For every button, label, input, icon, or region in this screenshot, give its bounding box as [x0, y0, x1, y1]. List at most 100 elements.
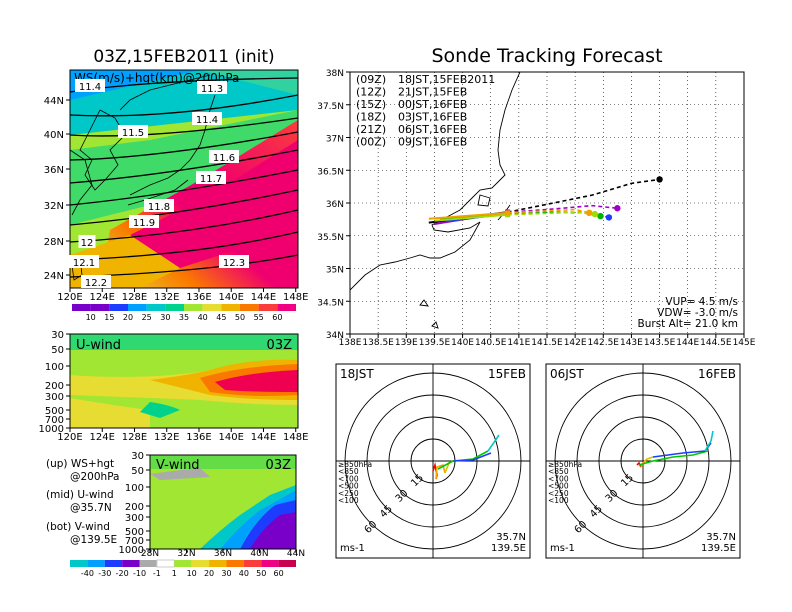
- lon-tick-label: 140.5E: [475, 338, 507, 348]
- lon-tick-label: 140E: [219, 292, 244, 303]
- hodo-date: 16FEB: [698, 367, 736, 381]
- landing-point: [597, 212, 604, 220]
- pressure-tick-label: 100: [125, 483, 144, 494]
- lon-tick-label: 139E: [395, 338, 418, 348]
- hodo-legend-item: <100: [338, 496, 359, 505]
- lon-tick-label: 140E: [451, 338, 474, 348]
- lat-tick-label: 34.5N: [317, 298, 344, 308]
- track-ascent-4: [434, 213, 508, 222]
- lat-tick-label: 40N: [250, 549, 268, 559]
- lat-tick-label: 44N: [44, 96, 64, 107]
- lon-tick-label: 143.5E: [644, 338, 676, 348]
- lat-tick-label: 24N: [44, 271, 64, 282]
- lon-tick-label: 141E: [507, 338, 530, 348]
- burst-point: [505, 210, 511, 216]
- hodo-lon: 139.5E: [701, 543, 736, 554]
- lat-tick-label: 34N: [326, 331, 344, 341]
- lon-tick-label: 144E: [251, 292, 276, 303]
- colorbar-label: 30: [221, 569, 231, 578]
- pressure-tick-label: 500: [125, 527, 144, 538]
- pressure-tick-label: 300: [125, 513, 144, 524]
- hodo-legend-item: <250: [548, 489, 569, 498]
- colorbar-swatch: [165, 304, 184, 311]
- colorbar-label: -1: [153, 569, 161, 578]
- track-descent-4: [507, 211, 595, 216]
- colorbar-swatch: [277, 304, 296, 311]
- lat-tick-label: 38N: [326, 69, 344, 79]
- landing-point: [605, 214, 613, 221]
- hodo-time: 06JST: [550, 367, 584, 381]
- lon-tick-label: 124E: [90, 292, 115, 303]
- hodograph-trace: [638, 450, 709, 466]
- contour-label: 11.5: [122, 128, 144, 139]
- track-lat-ticks: 38N 37.5N 37N 36.5N 36N 35.5N 35N 34.5N 34N: [317, 69, 350, 341]
- lon-tick-label: 142E: [564, 338, 587, 348]
- hodo-legend-item: <850: [548, 467, 569, 476]
- lat-tick-label: 35N: [326, 266, 344, 276]
- hodo-legend-item: <700: [338, 474, 359, 483]
- hodo-date: 15FEB: [488, 367, 526, 381]
- lat-tick-label: 37.5N: [317, 102, 344, 112]
- lat-tick-label: 32N: [177, 549, 195, 559]
- lon-tick-label: 144E: [676, 338, 699, 348]
- lat-tick-label: 28N: [44, 237, 64, 248]
- launch-code: (21Z): [356, 123, 386, 136]
- colorbar-swatch: [156, 559, 175, 568]
- hodo-legend-item: <100: [548, 496, 569, 505]
- lon-tick-label: 136E: [186, 292, 211, 303]
- pressure-tick-label: 700: [125, 536, 144, 547]
- colorbar-label: 30: [160, 313, 170, 322]
- track-param: Burst Alt= 21.0 km: [638, 318, 738, 330]
- colorbar-swatch: [202, 304, 222, 311]
- lon-tick-label: 143E: [620, 338, 643, 348]
- lon-tick-label: 144.5E: [700, 338, 732, 348]
- lat-tick-label: 40N: [44, 130, 64, 141]
- landing-point: [614, 205, 621, 212]
- lon-tick-label: 148E: [283, 432, 308, 443]
- v-wind-label: V-wind: [156, 458, 200, 473]
- hodo-legend-item: <500: [548, 482, 569, 491]
- colorbar-swatch: [72, 304, 91, 311]
- track-ascent-5: [428, 211, 508, 220]
- ws-lat-ticks: 44N 40N 36N 32N 28N 24N: [44, 96, 70, 282]
- track-descent-0: [507, 178, 660, 213]
- launch-time: 21JST,15FEB: [398, 86, 467, 99]
- lon-tick-label: 132E: [154, 432, 179, 443]
- hodo-legend-item: <500: [338, 482, 359, 491]
- colorbar-swatch: [104, 560, 123, 567]
- launch-time: 03JST,16FEB: [398, 111, 467, 124]
- track-lon-ticks: 138E 138.5E 139E 139.5E 140E 140.5E 141E 141.5E…: [339, 334, 756, 348]
- colorbar-label: -40: [81, 569, 94, 578]
- lon-tick-label: 138E: [339, 338, 362, 348]
- colorbar-label: 45: [216, 313, 226, 322]
- contour-label: 11.4: [79, 82, 101, 93]
- contour-label: 11.7: [200, 174, 222, 185]
- pressure-tick-label: 1000: [39, 424, 64, 435]
- hodo-unit: ms-1: [340, 543, 365, 554]
- colorbar-label: 40: [239, 569, 249, 578]
- landing-point: [656, 176, 663, 183]
- hodo-legend-item: <250: [338, 489, 359, 498]
- lon-tick-label: 124E: [90, 432, 115, 443]
- colorbar-swatch: [87, 560, 105, 567]
- colorbar-label: 40: [198, 313, 208, 322]
- legend-notes: (up) WS+hgt@200hPa (mid) U-wind@35.7N (bot…: [46, 458, 120, 546]
- contour-label: 11.4: [196, 115, 218, 126]
- contour-label: 11.8: [148, 202, 170, 213]
- lon-tick-label: 141.5E: [531, 338, 563, 348]
- contour-label: 12.3: [223, 258, 245, 269]
- lat-tick-label: 28N: [141, 549, 159, 559]
- hodo-lat: 35.7N: [496, 532, 526, 543]
- colorbar-swatch: [243, 560, 262, 567]
- hodo-legend-item: <700: [548, 474, 569, 483]
- colorbar-label: 35: [179, 313, 189, 322]
- colorbar-label: 1: [172, 569, 177, 578]
- u-wind-panel: [70, 334, 298, 428]
- v-wind-panel: [150, 455, 296, 549]
- pressure-tick-label: 1000: [119, 545, 144, 556]
- colorbar-label: 15: [104, 313, 114, 322]
